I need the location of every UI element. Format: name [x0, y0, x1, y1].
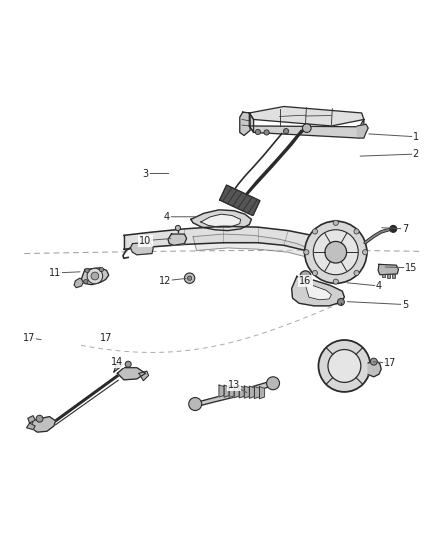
Circle shape — [390, 225, 397, 232]
Polygon shape — [234, 385, 239, 398]
Circle shape — [99, 268, 103, 272]
Polygon shape — [139, 371, 148, 381]
Polygon shape — [131, 243, 153, 255]
Polygon shape — [191, 210, 251, 231]
Circle shape — [312, 270, 318, 276]
Text: 17: 17 — [22, 333, 35, 343]
Circle shape — [354, 229, 359, 234]
Circle shape — [187, 276, 192, 280]
Circle shape — [333, 279, 338, 284]
Polygon shape — [244, 386, 249, 398]
Polygon shape — [259, 386, 265, 399]
Text: 13: 13 — [228, 381, 240, 390]
Circle shape — [318, 340, 371, 392]
Text: 15: 15 — [405, 263, 417, 273]
Circle shape — [300, 271, 311, 282]
Circle shape — [87, 268, 102, 284]
Polygon shape — [81, 268, 109, 285]
Polygon shape — [240, 112, 250, 135]
Polygon shape — [249, 113, 254, 132]
Polygon shape — [254, 386, 259, 399]
Text: 11: 11 — [49, 268, 61, 278]
Polygon shape — [368, 360, 381, 377]
Polygon shape — [249, 107, 364, 126]
Circle shape — [267, 377, 279, 390]
Circle shape — [84, 279, 88, 284]
Text: 2: 2 — [413, 149, 419, 159]
Circle shape — [255, 130, 261, 135]
Circle shape — [85, 268, 89, 272]
Polygon shape — [357, 124, 368, 138]
Circle shape — [363, 249, 368, 255]
Text: 10: 10 — [139, 236, 152, 246]
Bar — [381, 274, 385, 277]
Circle shape — [312, 229, 318, 234]
Bar — [392, 274, 396, 278]
Polygon shape — [229, 385, 234, 398]
Circle shape — [175, 225, 180, 231]
Circle shape — [283, 128, 289, 134]
Text: 1: 1 — [413, 132, 419, 142]
Text: 14: 14 — [111, 357, 124, 367]
Circle shape — [125, 361, 131, 367]
Polygon shape — [32, 417, 56, 432]
Circle shape — [303, 124, 311, 132]
Polygon shape — [249, 126, 364, 138]
Circle shape — [189, 398, 202, 410]
Circle shape — [325, 241, 346, 263]
Circle shape — [264, 130, 269, 135]
Polygon shape — [198, 381, 271, 406]
Text: 17: 17 — [100, 333, 113, 343]
Text: 16: 16 — [299, 276, 311, 286]
Polygon shape — [219, 185, 260, 215]
Bar — [387, 274, 390, 278]
Polygon shape — [378, 264, 399, 274]
Text: 5: 5 — [402, 300, 408, 310]
Circle shape — [338, 298, 344, 305]
Text: 7: 7 — [402, 224, 408, 234]
Polygon shape — [292, 277, 344, 306]
Text: 4: 4 — [376, 281, 382, 291]
Polygon shape — [201, 214, 240, 227]
Polygon shape — [304, 282, 332, 300]
Circle shape — [184, 273, 195, 284]
Circle shape — [304, 249, 309, 255]
Polygon shape — [117, 368, 145, 380]
Text: 3: 3 — [142, 168, 148, 179]
Text: 4: 4 — [164, 212, 170, 222]
Polygon shape — [219, 385, 224, 397]
Circle shape — [328, 350, 361, 382]
Polygon shape — [224, 385, 229, 397]
Text: 12: 12 — [159, 276, 171, 286]
Polygon shape — [360, 119, 364, 138]
Text: 17: 17 — [384, 358, 396, 368]
Circle shape — [36, 415, 43, 422]
Polygon shape — [27, 423, 35, 430]
Polygon shape — [168, 234, 187, 245]
Polygon shape — [193, 234, 314, 258]
Circle shape — [91, 272, 99, 280]
Circle shape — [371, 358, 377, 365]
Polygon shape — [114, 364, 122, 372]
Polygon shape — [239, 386, 244, 398]
Polygon shape — [74, 278, 83, 288]
Circle shape — [333, 220, 338, 225]
Circle shape — [354, 270, 359, 276]
Polygon shape — [249, 386, 254, 398]
Polygon shape — [124, 227, 344, 262]
Polygon shape — [28, 416, 35, 423]
Circle shape — [313, 230, 358, 274]
Circle shape — [304, 221, 367, 284]
